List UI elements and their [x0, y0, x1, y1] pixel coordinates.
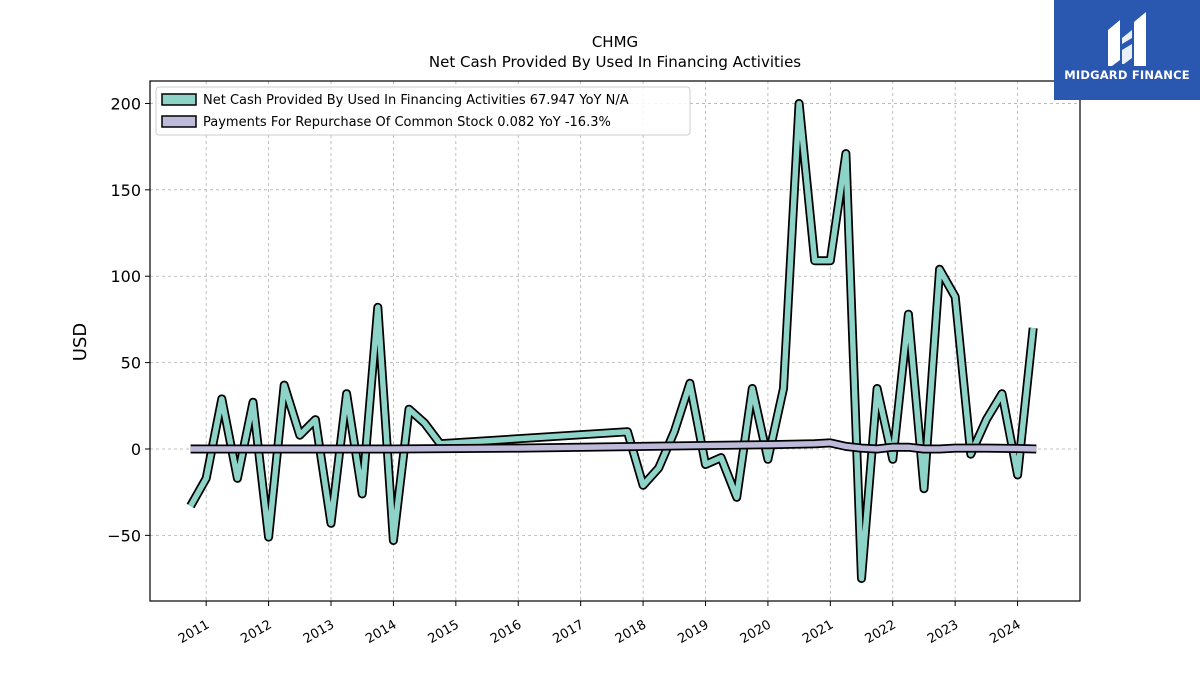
- brand-logo: MIDGARD FINANCE: [1054, 0, 1200, 100]
- x-tick-label: 2019: [675, 617, 711, 647]
- x-tick-label: 2016: [488, 617, 524, 647]
- x-tick-label: 2013: [301, 617, 337, 647]
- series-net-cash-financing: [186, 99, 1038, 583]
- y-axis-ticks: −50 0 50 100 150 200: [107, 94, 150, 545]
- y-tick-label: 200: [110, 94, 141, 113]
- legend-label-repurchase: Payments For Repurchase Of Common Stock …: [203, 115, 611, 130]
- x-tick-label: 2022: [863, 617, 899, 647]
- brand-name: MIDGARD FINANCE: [1064, 68, 1190, 82]
- chart-subtitle: Net Cash Provided By Used In Financing A…: [429, 53, 801, 71]
- legend-box: [155, 86, 691, 136]
- y-tick-label: 50: [121, 354, 141, 373]
- series-repurchase-common-stock: [190, 438, 1037, 454]
- series-layer: [186, 99, 1038, 583]
- legend-label-net-cash: Net Cash Provided By Used In Financing A…: [203, 93, 629, 108]
- x-tick-label: 2011: [176, 617, 212, 647]
- x-tick-label: 2017: [551, 617, 587, 647]
- legend: Net Cash Provided By Used In Financing A…: [155, 86, 691, 136]
- y-tick-label: 150: [110, 181, 141, 200]
- x-tick-label: 2020: [738, 617, 774, 647]
- x-tick-label: 2015: [426, 617, 462, 647]
- plot-frame: [149, 80, 1081, 602]
- x-tick-label: 2018: [613, 617, 649, 647]
- y-tick-label: −50: [107, 526, 141, 545]
- x-tick-label: 2024: [987, 617, 1023, 647]
- legend-swatch-net-cash: [161, 93, 197, 106]
- grid-lines: [150, 81, 1080, 601]
- x-tick-label: 2021: [800, 617, 836, 647]
- x-tick-label: 2012: [238, 617, 274, 647]
- series-line: [188, 100, 1036, 582]
- chart-title: CHMG: [592, 33, 638, 51]
- legend-swatch-repurchase: [161, 115, 197, 128]
- x-tick-label: 2014: [363, 617, 399, 647]
- x-axis-ticks: 2011 2012 2013 2014 2015 2016 2017 2018 2019 2020…: [176, 601, 1024, 647]
- stylized-mh-logo-icon: [1108, 12, 1146, 66]
- y-tick-label: 100: [110, 267, 141, 286]
- y-tick-label: 0: [131, 440, 141, 459]
- series-line: [190, 440, 1037, 452]
- y-axis-label: USD: [70, 323, 91, 361]
- x-tick-label: 2023: [925, 617, 961, 647]
